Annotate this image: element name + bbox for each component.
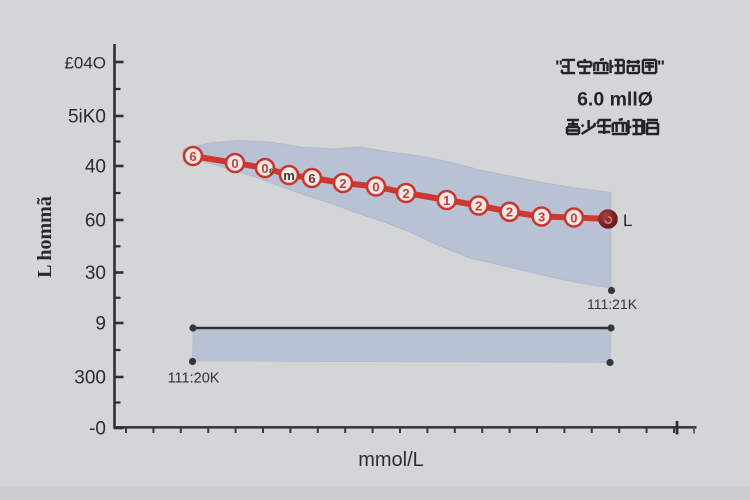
svg-text:2: 2 <box>506 205 513 220</box>
svg-text:40: 40 <box>85 157 106 178</box>
svg-text:300: 300 <box>74 368 106 389</box>
svg-text:3: 3 <box>538 209 545 224</box>
svg-text:1: 1 <box>443 193 450 208</box>
svg-text:L: L <box>623 211 632 230</box>
svg-text:2: 2 <box>339 176 346 191</box>
svg-text:2: 2 <box>475 198 482 213</box>
svg-text:0: 0 <box>231 156 238 171</box>
svg-text:ε: ε <box>269 166 274 176</box>
svg-text:-0: -0 <box>89 419 106 440</box>
svg-text:6: 6 <box>308 171 315 186</box>
svg-text:mmol/L: mmol/L <box>358 449 424 471</box>
svg-text:6.0 mllØ: 6.0 mllØ <box>577 89 653 111</box>
svg-text:0: 0 <box>372 179 379 194</box>
svg-text:9: 9 <box>95 314 106 335</box>
svg-text:£04O: £04O <box>64 54 106 73</box>
svg-text:111:21K: 111:21K <box>587 296 638 312</box>
svg-text:111:20K: 111:20K <box>168 371 220 387</box>
svg-text:2: 2 <box>402 186 409 201</box>
svg-text:5iK0: 5iK0 <box>68 107 106 128</box>
svg-text:0: 0 <box>261 161 268 176</box>
svg-text:0: 0 <box>570 210 577 225</box>
svg-text:": " <box>555 57 563 76</box>
svg-text:60: 60 <box>85 211 106 232</box>
svg-text:L hommã: L hommã <box>34 196 56 278</box>
svg-text:m: m <box>283 168 295 183</box>
svg-text:6: 6 <box>189 149 196 164</box>
svg-text:30: 30 <box>85 263 106 284</box>
svg-text:": " <box>657 57 665 76</box>
